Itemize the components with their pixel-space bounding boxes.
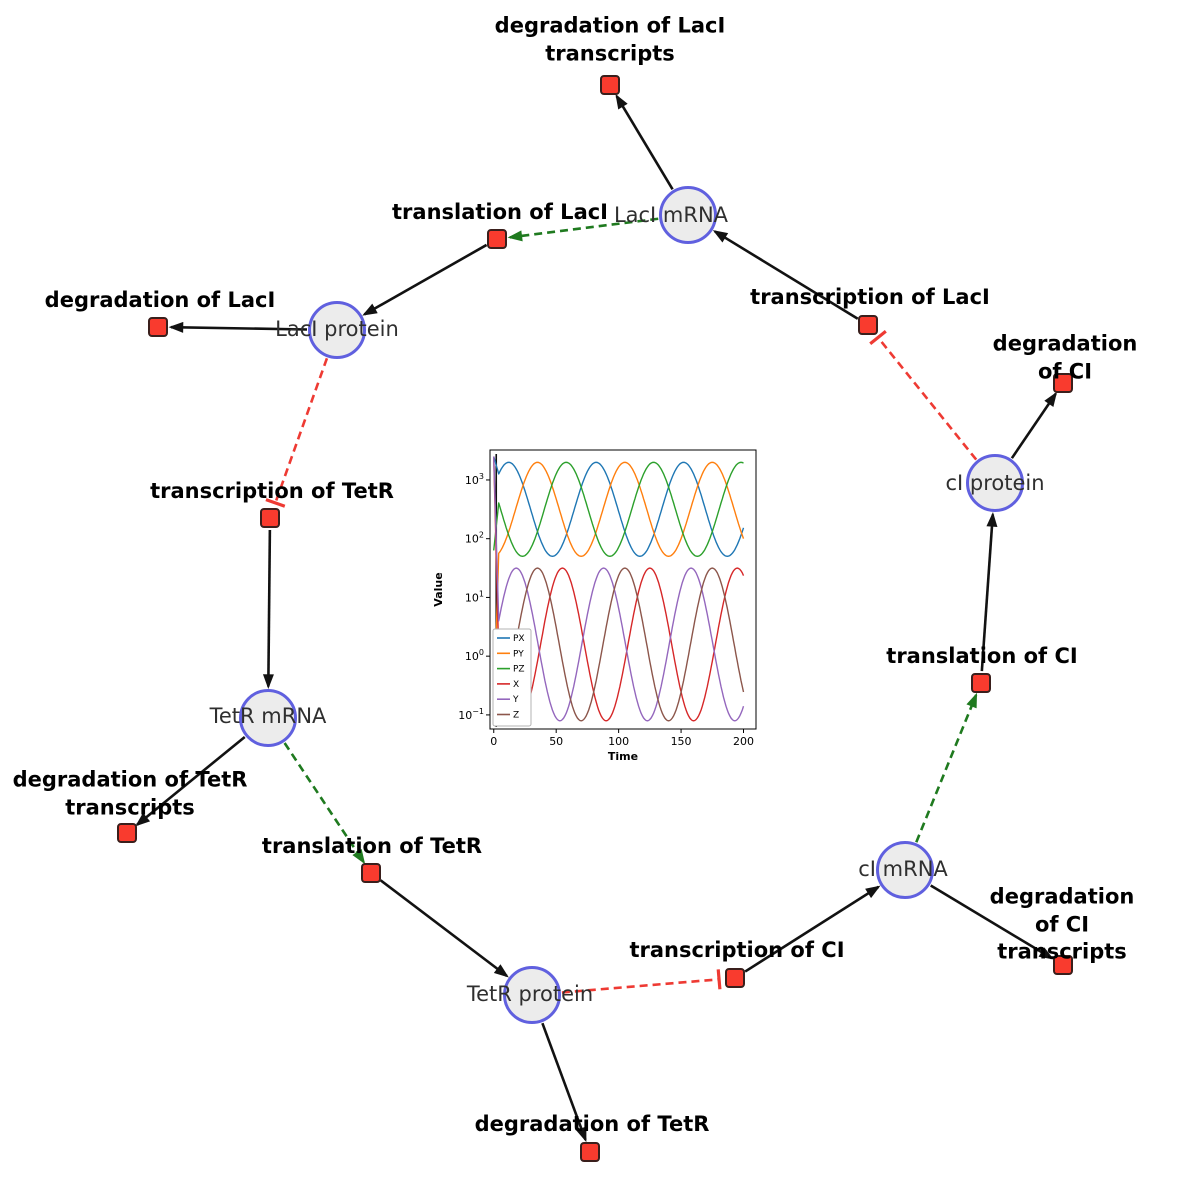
- y-axis-label: Value: [432, 572, 445, 606]
- y-tick-label: 10−1: [458, 707, 484, 722]
- edge-modifier-tetr_mrna-to-transl_tetr: [283, 742, 366, 865]
- species-label-ci_protein: cI protein: [945, 471, 1045, 495]
- edge-reactant-tetr_protein-to-deg_tetr: [541, 1022, 587, 1143]
- species-node-tetr_protein: [503, 966, 561, 1024]
- y-tick-label: 100: [465, 648, 484, 663]
- species-node-ci_mrna: [876, 841, 934, 899]
- reaction-label-txn_ci: transcription of CI: [629, 938, 845, 963]
- edge-product-txn_laci-to-laci_mrna: [712, 230, 859, 320]
- reaction-label-deg_laci: degradation of LacI: [44, 288, 276, 313]
- inhibitor-tbar-ci_protein-to-txn_laci: [869, 329, 887, 345]
- x-tick-label: 50: [549, 735, 563, 748]
- x-tick-label: 200: [733, 735, 754, 748]
- edge-modifier-ci_mrna-to-transl_ci: [915, 692, 978, 843]
- y-tick-label: 101: [465, 589, 484, 604]
- reaction-node-transl_laci: [487, 229, 507, 249]
- species-node-tetr_mrna: [239, 689, 297, 747]
- edge-product-transl_tetr-to-tetr_protein: [379, 879, 509, 978]
- reaction-node-transl_ci: [971, 673, 991, 693]
- reaction-node-txn_laci: [858, 315, 878, 335]
- edge-product-txn_tetr-to-tetr_mrna: [262, 529, 274, 689]
- edge-reactant-ci_mrna-to-deg_ci_tx: [930, 884, 1054, 960]
- reaction-label-txn_tetr: transcription of TetR: [150, 479, 394, 504]
- edge-reactant-ci_protein-to-deg_ci: [1010, 391, 1058, 459]
- plot-border: [489, 449, 757, 730]
- x-tick-label: 0: [490, 735, 497, 748]
- y-tick-label: 103: [465, 472, 484, 487]
- inhibitor-tbar-laci_protein-to-txn_tetr: [265, 498, 286, 508]
- reaction-node-deg_laci_tx: [600, 75, 620, 95]
- species-node-laci_protein: [308, 301, 366, 359]
- reaction-node-deg_tetr_tx: [117, 823, 137, 843]
- series-line-Z: [493, 567, 745, 722]
- series-line-X: [493, 456, 745, 722]
- reaction-label-deg_ci_tx: degradation of CI transcripts: [989, 884, 1135, 964]
- legend-box: [492, 628, 532, 727]
- series-line-PZ: [493, 461, 744, 557]
- edge-reactant-tetr_mrna-to-deg_tetr_tx: [135, 735, 246, 827]
- reaction-node-deg_tetr: [580, 1142, 600, 1162]
- reaction-label-deg_tetr_tx: degradation of TetR transcripts: [12, 767, 248, 819]
- inhibitor-tbar-tetr_protein-to-txn_ci: [716, 969, 722, 990]
- reaction-node-deg_ci: [1053, 373, 1073, 393]
- legend-label-PZ: PZ: [513, 665, 525, 675]
- series-line-PY: [493, 461, 745, 715]
- species-label-tetr_protein: TetR protein: [466, 982, 594, 1006]
- species-label-laci_mrna: LacI mRNA: [613, 203, 729, 227]
- reaction-node-txn_tetr: [260, 508, 280, 528]
- edge-modifier-laci_mrna-to-transl_laci: [507, 217, 659, 242]
- edge-inhibitor-tetr_protein-to-txn_ci: [561, 978, 720, 994]
- reaction-label-txn_laci: transcription of LacI: [750, 285, 990, 310]
- y-tick-label: 102: [465, 531, 484, 546]
- x-tick-label: 100: [608, 735, 629, 748]
- legend-label-PY: PY: [513, 649, 524, 659]
- reaction-label-deg_tetr: degradation of TetR: [474, 1112, 710, 1137]
- edge-product-txn_ci-to-ci_mrna: [744, 885, 881, 973]
- reaction-label-transl_ci: translation of CI: [886, 644, 1078, 669]
- x-axis-label: Time: [608, 750, 638, 763]
- edge-product-transl_laci-to-laci_protein: [362, 243, 488, 316]
- x-tick-label: 150: [671, 735, 692, 748]
- edge-inhibitor-ci_protein-to-txn_laci: [877, 336, 978, 461]
- species-label-tetr_mrna: TetR mRNA: [209, 704, 327, 728]
- reaction-node-txn_ci: [725, 968, 745, 988]
- legend-label-Y: Y: [512, 695, 519, 705]
- reaction-node-transl_tetr: [361, 863, 381, 883]
- reaction-label-deg_laci_tx: degradation of LacI transcripts: [494, 13, 726, 65]
- species-label-ci_mrna: cI mRNA: [858, 857, 948, 881]
- legend-label-Z: Z: [513, 711, 519, 721]
- reaction-label-deg_ci: degradation of CI: [992, 331, 1138, 383]
- timecourse-inset: 0 50 100 150 200 Time 10−1 100 101 102 103 Value PX P…: [428, 440, 773, 765]
- species-label-laci_protein: LacI protein: [275, 317, 399, 341]
- series-line-PX: [493, 456, 745, 557]
- legend-label-X: X: [513, 680, 519, 690]
- legend-label-PX: PX: [513, 634, 525, 644]
- reaction-label-transl_laci: translation of LacI: [392, 200, 608, 225]
- timecourse-chart: 0 50 100 150 200 Time 10−1 100 101 102 103 Value PX P…: [432, 449, 757, 763]
- species-node-ci_protein: [966, 454, 1024, 512]
- edge-reactant-laci_mrna-to-deg_laci_tx: [615, 94, 674, 190]
- species-node-laci_mrna: [659, 186, 717, 244]
- reaction-label-transl_tetr: translation of TetR: [261, 834, 483, 859]
- edge-product-transl_ci-to-ci_protein: [980, 511, 998, 672]
- reaction-node-deg_laci: [148, 317, 168, 337]
- edge-reactant-laci_protein-to-deg_laci: [168, 321, 308, 333]
- reaction-node-deg_ci_tx: [1053, 955, 1073, 975]
